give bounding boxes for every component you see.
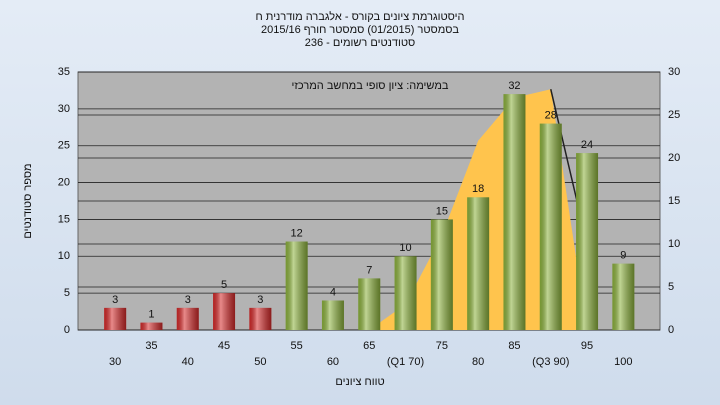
- bar-shading: [104, 307, 127, 330]
- x-axis-label: טווח ציונים: [335, 376, 384, 388]
- bar-shading: [285, 241, 308, 330]
- bar-shading: [213, 293, 236, 330]
- x-tick-label: 55: [291, 340, 303, 352]
- y2-tick-label: 0: [668, 324, 674, 336]
- data-label: 15: [436, 205, 448, 217]
- data-label: 24: [581, 139, 593, 151]
- y-tick-label: 15: [58, 213, 70, 225]
- y2-tick-label: 5: [668, 281, 674, 293]
- x-tick-label: 35: [145, 340, 157, 352]
- bar-shading: [358, 278, 381, 330]
- data-label: 10: [399, 242, 411, 254]
- bar-shading: [321, 300, 344, 330]
- chart-title: היסטוגרמת ציונים בקורס - אלגברה מודרנית …: [256, 10, 465, 23]
- data-label: 12: [291, 227, 303, 239]
- x-tick-label: (Q1 70): [387, 356, 424, 368]
- data-label: 9: [620, 250, 626, 262]
- data-label: 1: [148, 309, 154, 321]
- x-tick-label: 75: [436, 340, 448, 352]
- x-tick-label: 45: [218, 340, 230, 352]
- bar-shading: [394, 256, 417, 330]
- bar-shading: [467, 197, 490, 330]
- y-tick-label: 10: [58, 250, 70, 262]
- y-tick-label: 0: [64, 324, 70, 336]
- y2-tick-label: 30: [668, 66, 680, 78]
- x-tick-label: 100: [614, 356, 632, 368]
- bar-shading: [576, 153, 599, 330]
- data-label: 3: [185, 294, 191, 306]
- y-tick-label: 5: [64, 287, 70, 299]
- x-tick-label: 80: [472, 356, 484, 368]
- y-tick-label: 35: [58, 66, 70, 78]
- x-tick-label: 65: [363, 340, 375, 352]
- bar-shading: [140, 322, 163, 330]
- y-axis-label: מספר סטודנטים: [22, 163, 34, 238]
- data-label: 4: [330, 286, 336, 298]
- y-tick-label: 30: [58, 103, 70, 115]
- data-label: 18: [472, 183, 484, 195]
- x-tick-label: (Q3 90): [532, 356, 569, 368]
- x-tick-label: 50: [254, 356, 266, 368]
- data-label: 3: [112, 294, 118, 306]
- y-tick-label: 25: [58, 140, 70, 152]
- x-tick-label: 40: [182, 356, 194, 368]
- y2-tick-label: 10: [668, 238, 680, 250]
- x-tick-label: 60: [327, 356, 339, 368]
- chart-subtitle: סטודנטים רשומים - 236: [305, 37, 416, 49]
- chart-subtitle: בסמסטר (01/2015) סמסטר חורף 2015/16: [261, 24, 459, 36]
- bar-shading: [503, 94, 526, 330]
- y2-tick-label: 25: [668, 109, 680, 121]
- bar-shading: [176, 307, 199, 330]
- y-tick-label: 20: [58, 176, 70, 188]
- bar-shading: [249, 307, 272, 330]
- data-label: 3: [257, 294, 263, 306]
- bar-shading: [430, 219, 453, 330]
- data-label: 5: [221, 279, 227, 291]
- y2-tick-label: 15: [668, 195, 680, 207]
- y2-tick-label: 20: [668, 152, 680, 164]
- x-tick-label: 30: [109, 356, 121, 368]
- x-tick-label: 85: [508, 340, 520, 352]
- data-label: 28: [545, 110, 557, 122]
- data-label: 7: [366, 264, 372, 276]
- bar-shading: [612, 263, 635, 330]
- x-tick-label: 95: [581, 340, 593, 352]
- bar-shading: [539, 123, 562, 330]
- data-label: 32: [508, 80, 520, 92]
- annotation: במשימה: ציון סופי במחשב המרכזי: [292, 80, 449, 92]
